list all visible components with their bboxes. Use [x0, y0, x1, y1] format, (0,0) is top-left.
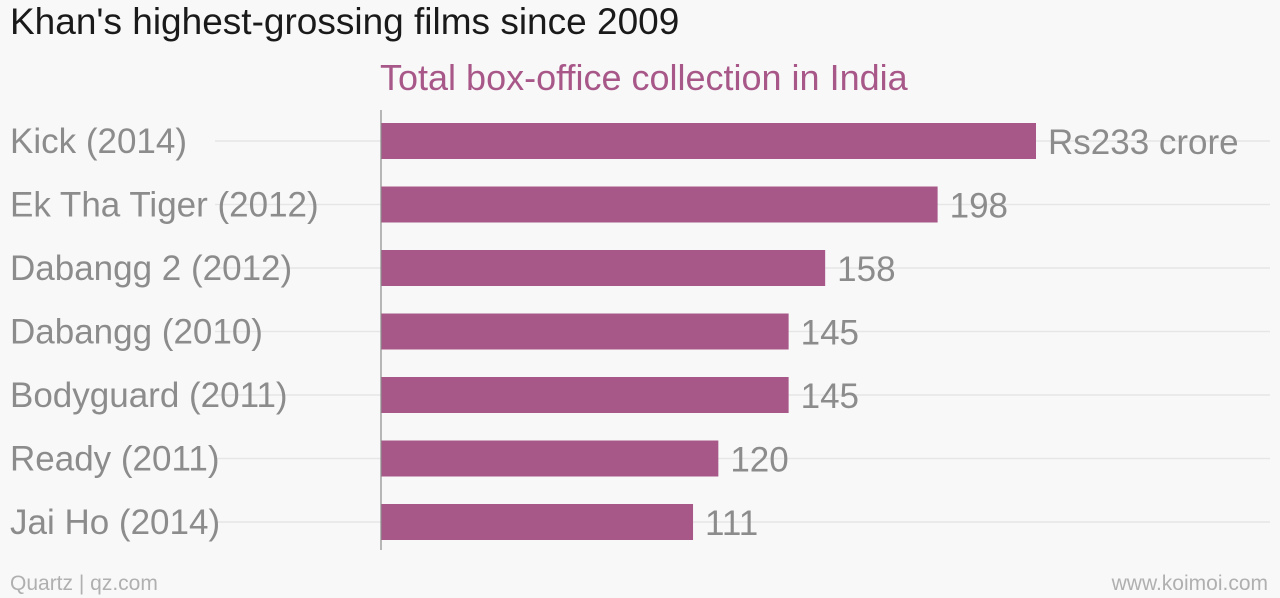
value-label: 111: [705, 504, 758, 543]
category-label: Ready (2011): [10, 440, 219, 479]
bars: [381, 123, 1036, 540]
bar: [381, 186, 938, 223]
value-label: 145: [801, 314, 859, 353]
value-label: 145: [801, 377, 859, 416]
bar: [381, 313, 789, 350]
bar: [381, 377, 789, 413]
footer-source-left: Quartz | qz.com: [10, 572, 158, 595]
category-label: Bodyguard (2011): [10, 376, 288, 415]
category-labels: Kick (2014) Ek Tha Tiger (2012) Dabangg 2 …: [10, 122, 319, 542]
bar: [381, 123, 1036, 159]
bar: [381, 440, 719, 477]
footer-source-right: www.koimoi.com: [1111, 572, 1268, 595]
value-label: 158: [837, 250, 895, 289]
value-label: Rs233 crore: [1048, 123, 1239, 162]
value-labels: Rs233 crore 198 158 145 145 120 111: [705, 123, 1239, 543]
category-label: Dabangg (2010): [10, 313, 263, 352]
category-label: Kick (2014): [10, 122, 187, 161]
bar: [381, 504, 694, 540]
bar: [381, 250, 826, 286]
value-label: 120: [730, 441, 788, 480]
category-label: Ek Tha Tiger (2012): [10, 186, 319, 225]
category-label: Jai Ho (2014): [10, 503, 220, 542]
value-label: 198: [950, 187, 1008, 226]
chart-title: Khan's highest-grossing films since 2009: [10, 1, 679, 42]
category-label: Dabangg 2 (2012): [10, 249, 292, 288]
chart-subtitle: Total box-office collection in India: [380, 57, 909, 98]
